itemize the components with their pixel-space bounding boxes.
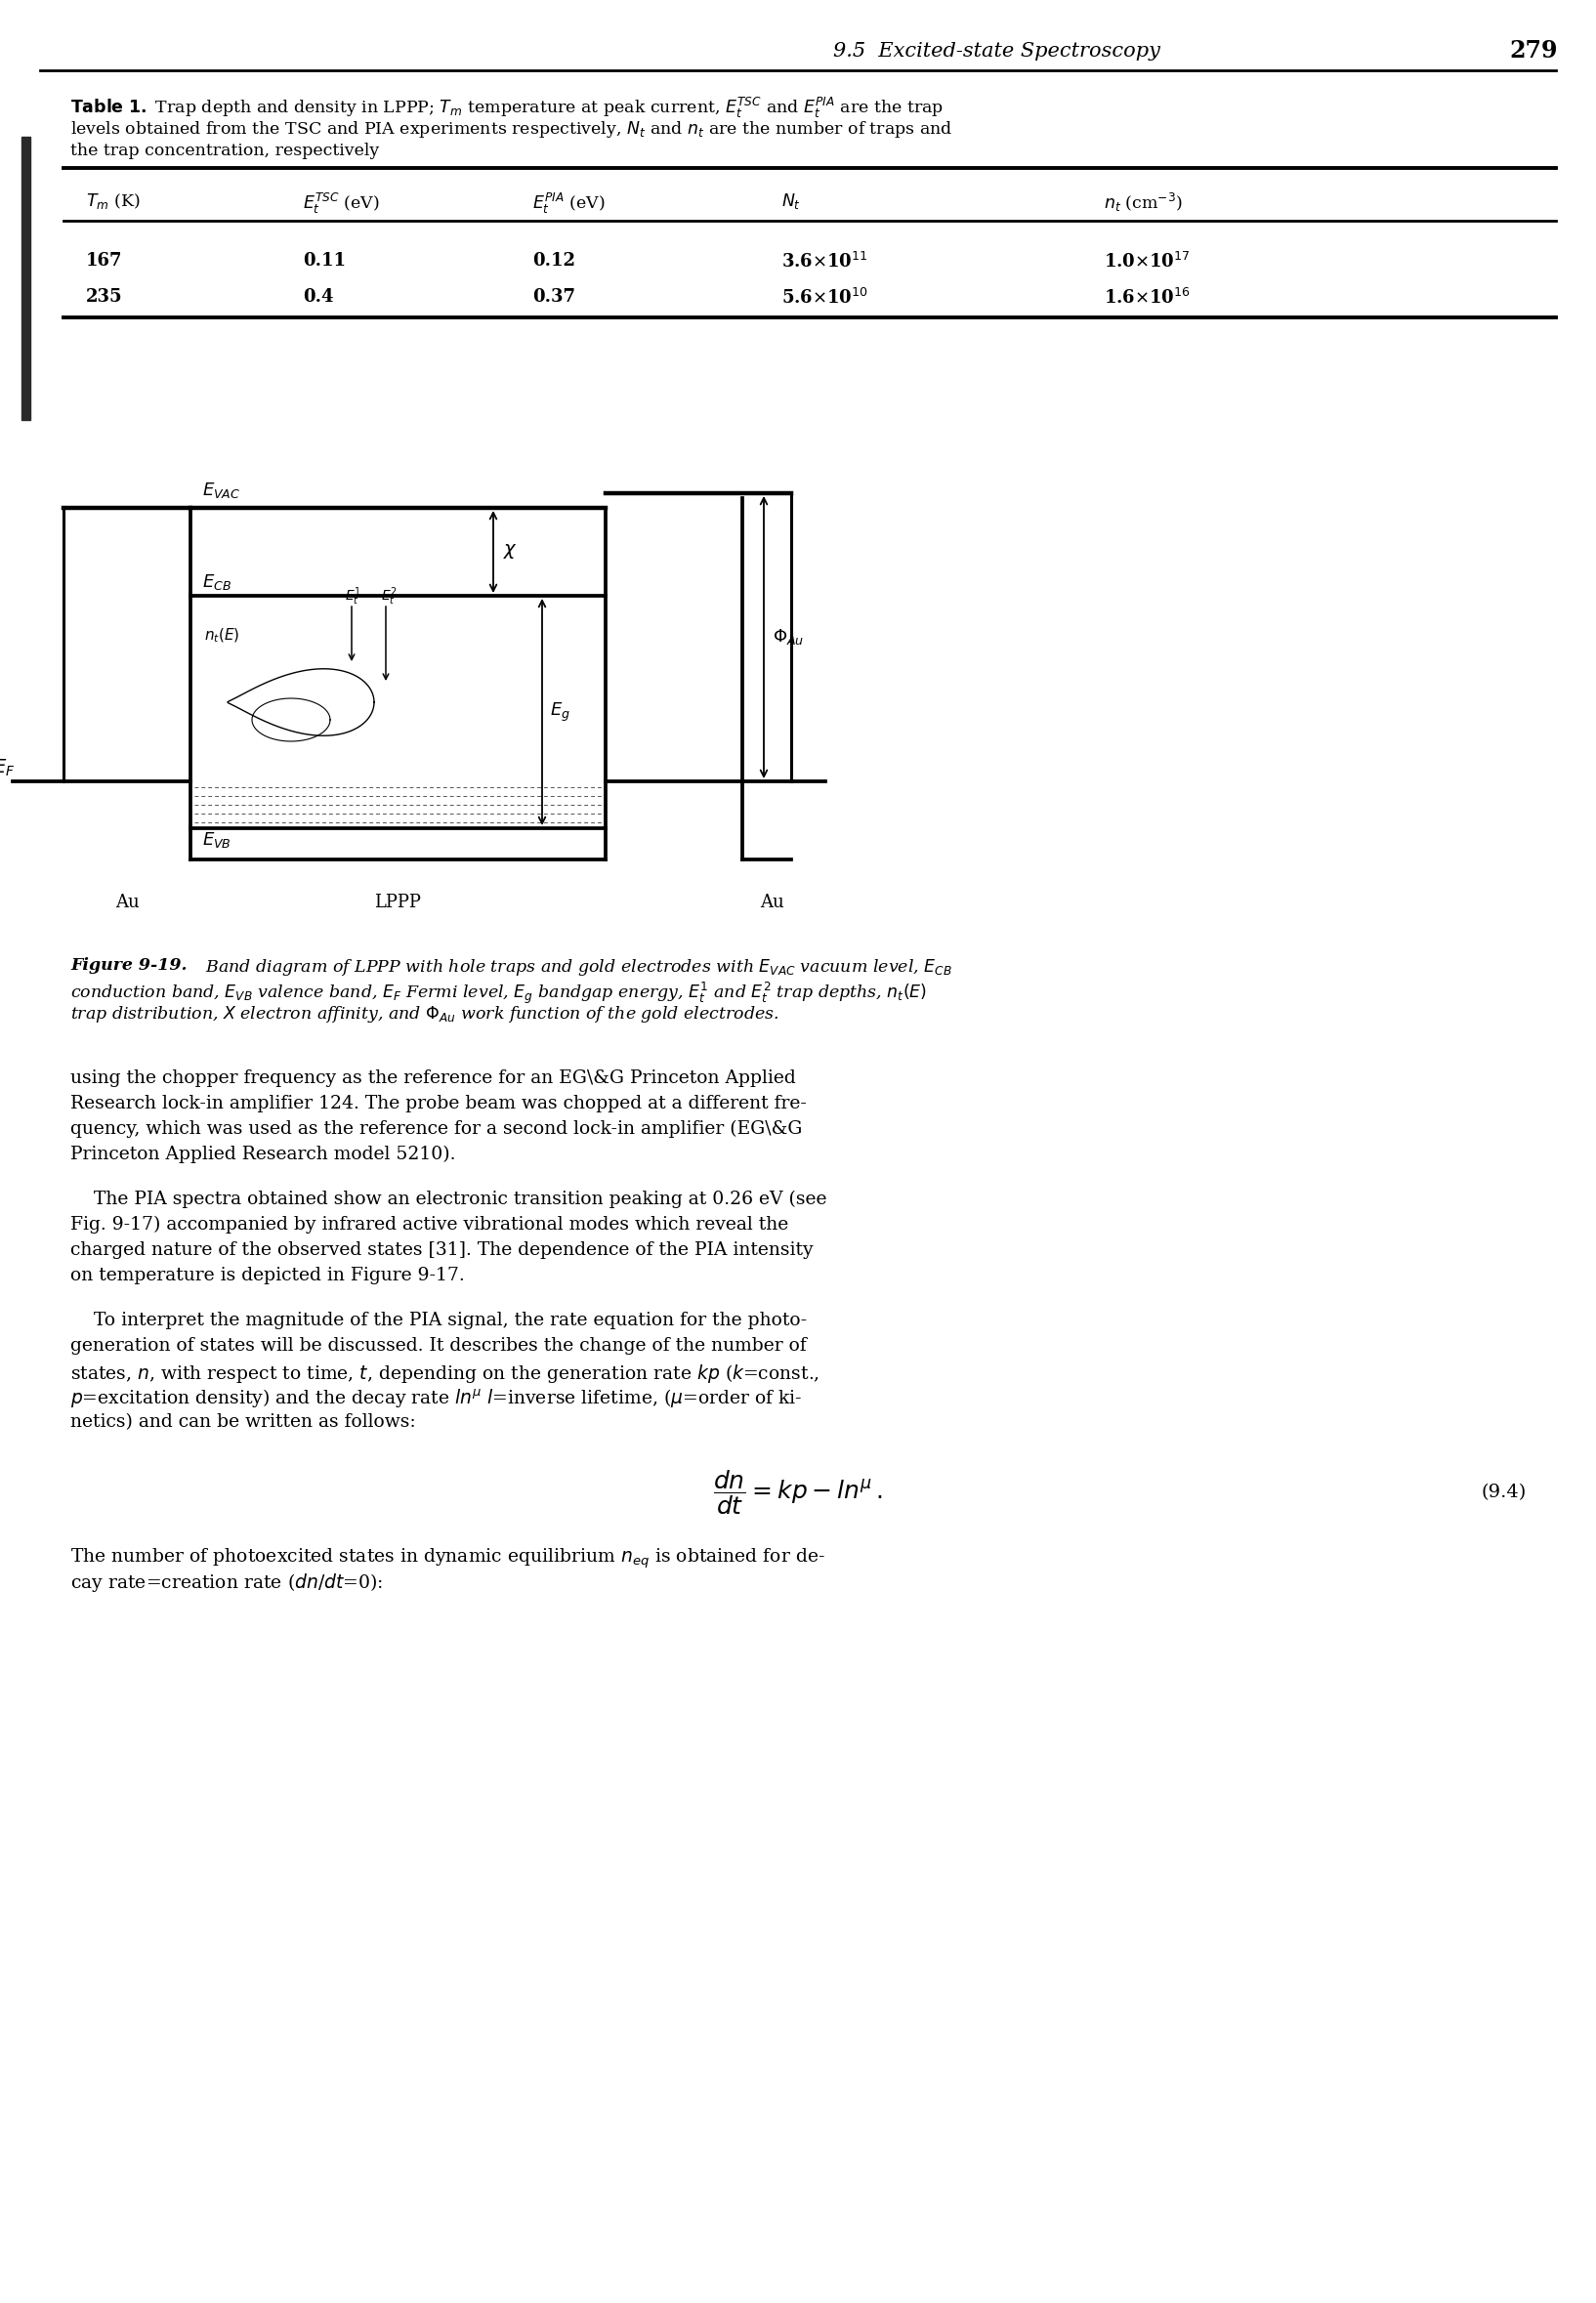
Text: quency, which was used as the reference for a second lock-in amplifier (EG\&G: quency, which was used as the reference … (70, 1119, 803, 1138)
Text: $n_t$ (cm$^{-3}$): $n_t$ (cm$^{-3}$) (1104, 191, 1183, 214)
Text: $E_{VAC}$: $E_{VAC}$ (203, 481, 241, 500)
Text: $E_g$: $E_g$ (551, 700, 570, 723)
Text: 0.37: 0.37 (533, 288, 575, 306)
Text: Au: Au (760, 894, 784, 912)
Text: cay rate=creation rate ($dn/dt$=0):: cay rate=creation rate ($dn/dt$=0): (70, 1571, 383, 1594)
Text: $E_t^2$: $E_t^2$ (381, 585, 397, 608)
Text: 235: 235 (86, 288, 123, 306)
Text: $E_{VB}$: $E_{VB}$ (203, 829, 231, 850)
Text: 279: 279 (1510, 39, 1558, 62)
Text: (9.4): (9.4) (1481, 1483, 1527, 1502)
Text: 5.6$\times$10$^{10}$: 5.6$\times$10$^{10}$ (782, 288, 868, 309)
Text: 1.6$\times$10$^{16}$: 1.6$\times$10$^{16}$ (1104, 288, 1191, 309)
Text: $\dfrac{dn}{dt} = kp - ln^\mu \,.$: $\dfrac{dn}{dt} = kp - ln^\mu \,.$ (713, 1467, 883, 1518)
Text: To interpret the magnitude of the PIA signal, the rate equation for the photo-: To interpret the magnitude of the PIA si… (70, 1313, 808, 1329)
Text: $E_{CB}$: $E_{CB}$ (203, 573, 231, 592)
Text: Au: Au (115, 894, 139, 912)
Text: The number of photoexcited states in dynamic equilibrium $n_{eq}$ is obtained fo: The number of photoexcited states in dyn… (70, 1545, 825, 1571)
Text: $n_t(E)$: $n_t(E)$ (204, 626, 239, 645)
Text: 9.5  Excited-state Spectroscopy: 9.5 Excited-state Spectroscopy (833, 41, 1160, 60)
Text: $E_t^1$: $E_t^1$ (345, 585, 361, 608)
Text: the trap concentration, respectively: the trap concentration, respectively (70, 143, 380, 159)
Text: on temperature is depicted in Figure 9-17.: on temperature is depicted in Figure 9-1… (70, 1267, 464, 1285)
Text: 1.0$\times$10$^{17}$: 1.0$\times$10$^{17}$ (1104, 251, 1191, 272)
Text: trap distribution, $X$ electron affinity, and $\Phi_{Au}$ work function of the g: trap distribution, $X$ electron affinity… (70, 1004, 779, 1025)
Text: LPPP: LPPP (373, 894, 421, 912)
Text: $\Phi_{Au}$: $\Phi_{Au}$ (772, 626, 804, 647)
Text: 0.12: 0.12 (533, 251, 575, 269)
Bar (21, 136, 30, 419)
Text: 0.11: 0.11 (303, 251, 346, 269)
Text: $E_t^{PIA}$ (eV): $E_t^{PIA}$ (eV) (533, 191, 605, 216)
Text: netics) and can be written as follows:: netics) and can be written as follows: (70, 1414, 415, 1430)
Text: $E_F$: $E_F$ (0, 758, 14, 778)
Text: $N_t$: $N_t$ (782, 191, 801, 212)
Text: Princeton Applied Research model 5210).: Princeton Applied Research model 5210). (70, 1145, 455, 1163)
Text: Figure 9-19.: Figure 9-19. (70, 958, 187, 974)
Text: Fig. 9-17) accompanied by infrared active vibrational modes which reveal the: Fig. 9-17) accompanied by infrared activ… (70, 1216, 788, 1234)
Text: charged nature of the observed states [31]. The dependence of the PIA intensity: charged nature of the observed states [3… (70, 1241, 814, 1260)
Text: 167: 167 (86, 251, 123, 269)
Text: states, $n$, with respect to time, $t$, depending on the generation rate $kp$ ($: states, $n$, with respect to time, $t$, … (70, 1363, 820, 1384)
Text: The PIA spectra obtained show an electronic transition peaking at 0.26 eV (see: The PIA spectra obtained show an electro… (70, 1191, 827, 1209)
Text: 0.4: 0.4 (303, 288, 334, 306)
Text: $\bf{Table\ 1.}$ Trap depth and density in LPPP; $T_m$ temperature at peak curre: $\bf{Table\ 1.}$ Trap depth and density … (70, 97, 943, 120)
Text: Research lock-in amplifier 124. The probe beam was chopped at a different fre-: Research lock-in amplifier 124. The prob… (70, 1094, 806, 1112)
Text: $\chi$: $\chi$ (503, 544, 517, 562)
Text: $p$=excitation density) and the decay rate $ln^\mu$ $l$=inverse lifetime, ($\mu$: $p$=excitation density) and the decay ra… (70, 1389, 803, 1412)
Text: generation of states will be discussed. It describes the change of the number of: generation of states will be discussed. … (70, 1338, 806, 1354)
Text: using the chopper frequency as the reference for an EG\&G Princeton Applied: using the chopper frequency as the refer… (70, 1069, 796, 1087)
Text: levels obtained from the TSC and PIA experiments respectively, $N_t$ and $n_t$ a: levels obtained from the TSC and PIA exp… (70, 120, 953, 140)
Text: 3.6$\times$10$^{11}$: 3.6$\times$10$^{11}$ (782, 251, 868, 272)
Text: conduction band, $E_{VB}$ valence band, $E_F$ Fermi level, $E_g$ bandgap energy,: conduction band, $E_{VB}$ valence band, … (70, 981, 927, 1006)
Text: $E_t^{TSC}$ (eV): $E_t^{TSC}$ (eV) (303, 191, 380, 216)
Text: $T_m$ (K): $T_m$ (K) (86, 191, 140, 212)
Text: Band diagram of LPPP with hole traps and gold electrodes with $E_{VAC}$ vacuum l: Band diagram of LPPP with hole traps and… (200, 958, 953, 979)
